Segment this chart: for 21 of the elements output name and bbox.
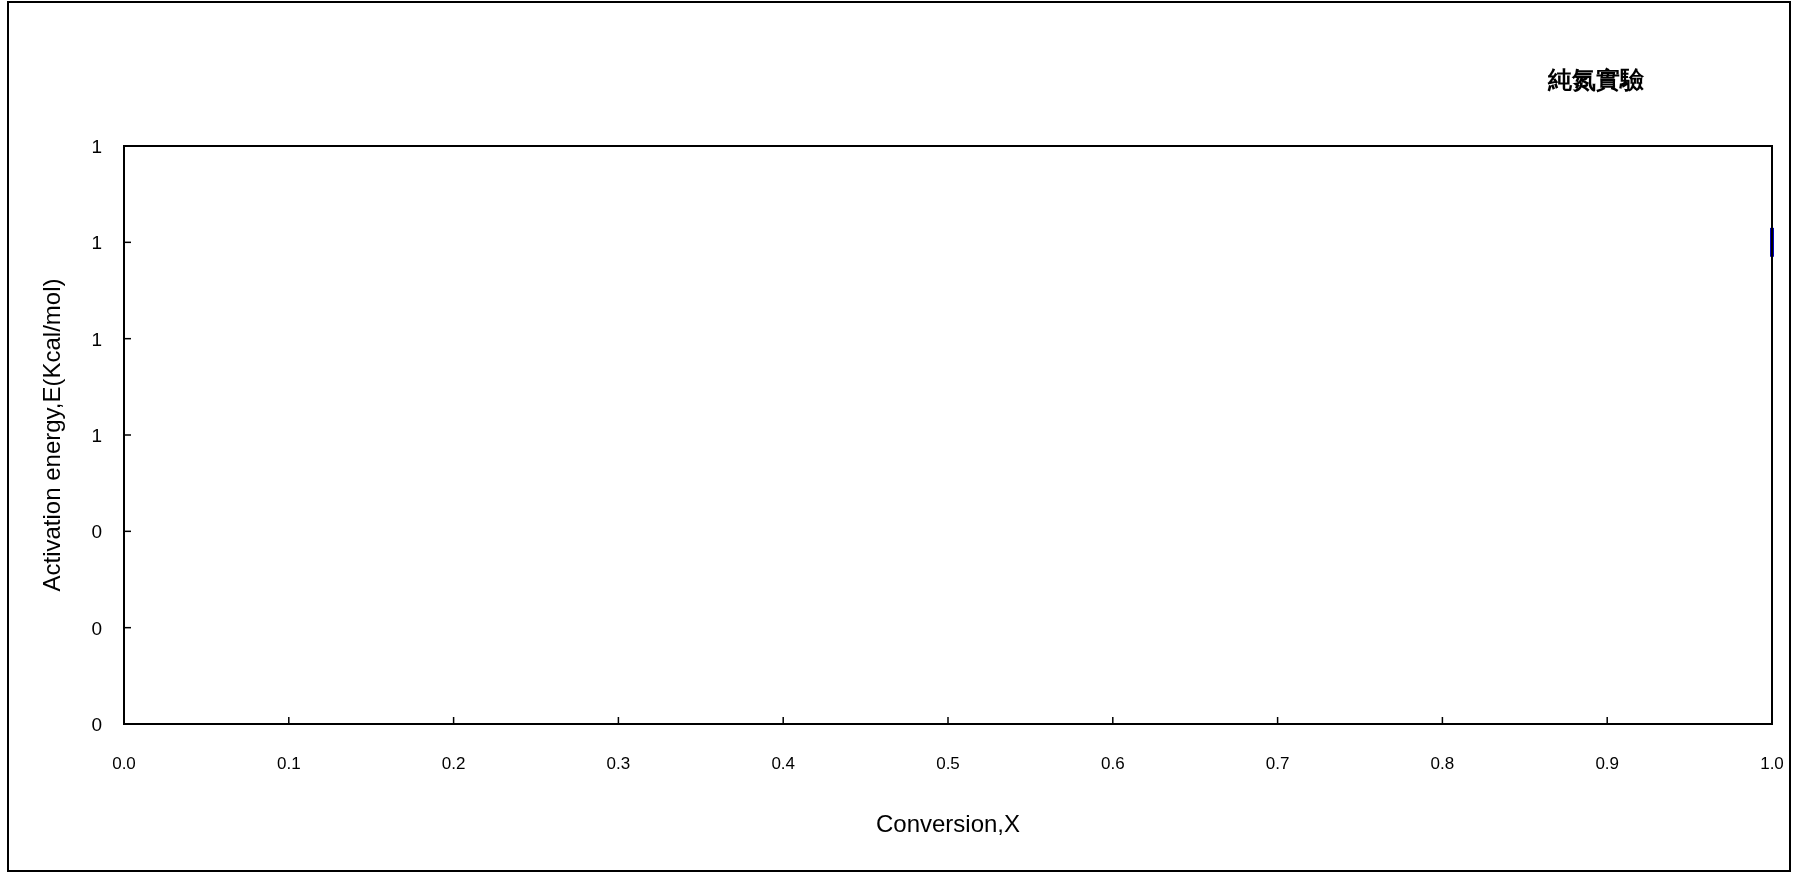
- y-tick-label: 1: [91, 136, 102, 157]
- x-tick-label: 0.0: [112, 754, 136, 773]
- y-tick-label: 0: [91, 521, 102, 543]
- x-tick-label: 0.4: [771, 754, 796, 773]
- x-tick-label: 0.6: [1100, 754, 1125, 773]
- y-tick-label: 1: [91, 232, 102, 254]
- x-tick-label: 1.0: [1760, 754, 1784, 773]
- y-tick-label: 0: [91, 617, 102, 639]
- x-tick-label: 0.9: [1595, 754, 1620, 773]
- y-tick-label: 0: [91, 714, 102, 735]
- x-tick-label: 0.3: [606, 754, 631, 773]
- y-tick-label: 1: [91, 425, 102, 446]
- xlabel: Conversion,X: [875, 810, 1021, 837]
- x-tick-label: 0.7: [1265, 754, 1290, 773]
- y-tick-label: 1: [91, 328, 102, 350]
- x-tick-label: 0.2: [441, 754, 466, 773]
- title: 純氮實驗: [1548, 66, 1644, 93]
- x-tick-label: 0.8: [1430, 754, 1455, 773]
- x-tick-label: 0.5: [936, 754, 960, 773]
- x-tick-label: 0.1: [276, 754, 301, 773]
- ylabel: Activation energy,E(Kcal/mol): [38, 278, 65, 592]
